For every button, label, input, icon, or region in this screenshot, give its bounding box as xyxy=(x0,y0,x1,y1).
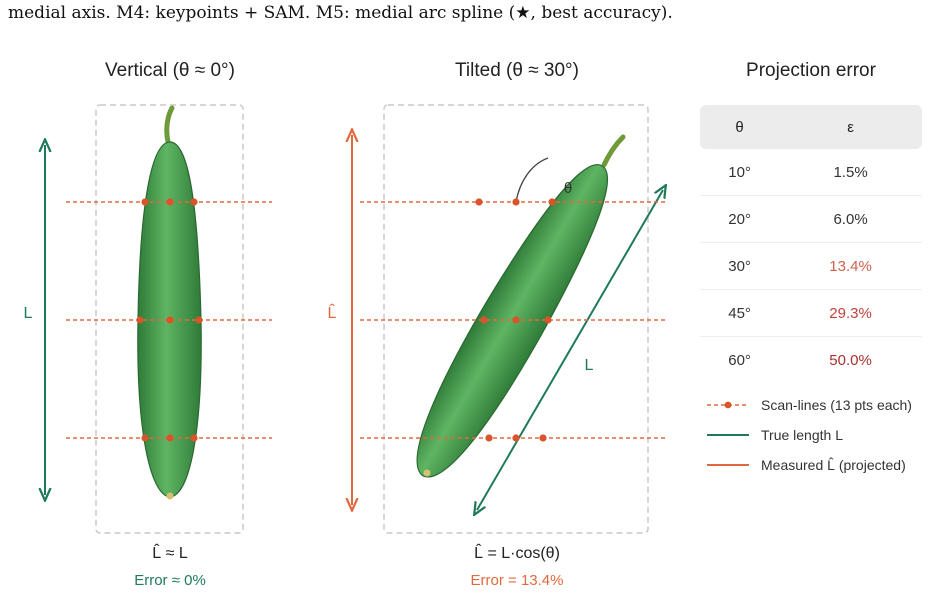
table-row: 45° 29.3% xyxy=(700,289,922,337)
right-error: Error = 13.4% xyxy=(470,572,564,589)
right-true-length-arrow xyxy=(477,190,663,510)
epsilon-cell: 13.4% xyxy=(779,242,922,290)
left-formula: L̂ ≈ L xyxy=(152,545,188,562)
legend-item-true-length: True length L xyxy=(705,420,912,450)
right-stem xyxy=(601,134,626,168)
table-row: 10° 1.5% xyxy=(700,149,922,196)
epsilon-cell: 6.0% xyxy=(779,195,922,243)
left-panel: L xyxy=(24,104,272,534)
theta-cell: 45° xyxy=(700,289,780,337)
epsilon-cell: 1.5% xyxy=(779,149,922,196)
theta-cell: 60° xyxy=(728,351,751,369)
legend-label: Measured L̂ (projected) xyxy=(761,457,906,473)
right-diag-label: L xyxy=(585,357,594,374)
figure-caption: medial axis. M4: keypoints + SAM. M5: me… xyxy=(8,3,673,23)
right-cucumber-tip xyxy=(423,469,431,477)
theta-cell: 10° xyxy=(700,149,780,196)
left-stem xyxy=(164,105,175,145)
left-length-label: L xyxy=(24,305,33,322)
left-scan-lines xyxy=(66,201,272,439)
projection-error-table: θ ε 10° 1.5% 20° 6.0% 30° 13.4% 45° 29.3… xyxy=(700,105,922,383)
true-length-swatch-icon xyxy=(707,434,749,436)
legend: Scan-lines (13 pts each) True length L M… xyxy=(705,390,912,480)
legend-label: True length L xyxy=(761,427,843,443)
right-cucumber xyxy=(416,164,608,478)
right-scan-points xyxy=(475,198,556,442)
left-frame xyxy=(95,104,244,534)
left-cucumber-tip xyxy=(166,492,174,500)
epsilon-cell: 50.0% xyxy=(829,351,872,369)
table-header-row: θ ε xyxy=(700,105,922,149)
table-title: Projection error xyxy=(746,60,876,81)
angle-label: θ xyxy=(564,180,572,197)
theta-cell: 20° xyxy=(700,195,780,243)
right-formula: L̂ = L·cos(θ) xyxy=(474,545,560,562)
left-error: Error ≈ 0% xyxy=(134,572,206,589)
right-panel: L̂ L θ xyxy=(328,104,668,534)
legend-item-scan-lines: Scan-lines (13 pts each) xyxy=(705,390,912,420)
measured-swatch-icon xyxy=(707,464,749,466)
angle-arc xyxy=(515,157,549,203)
left-scan-points xyxy=(136,198,203,442)
epsilon-cell: 29.3% xyxy=(779,289,922,337)
scan-line-swatch-icon xyxy=(707,401,749,409)
right-cucumber-group xyxy=(416,164,608,478)
table-row: 30° 13.4% xyxy=(700,242,922,290)
header-theta: θ xyxy=(700,105,780,149)
table-row: 20° 6.0% xyxy=(700,195,922,243)
left-panel-title: Vertical (θ ≈ 0°) xyxy=(105,60,235,81)
theta-cell: 30° xyxy=(700,242,780,290)
header-epsilon: ε xyxy=(779,105,922,149)
legend-item-measured: Measured L̂ (projected) xyxy=(705,450,912,480)
table-row: 60° 50.0% xyxy=(700,337,922,384)
legend-label: Scan-lines (13 pts each) xyxy=(761,397,912,413)
right-panel-title: Tilted (θ ≈ 30°) xyxy=(455,60,579,81)
right-length-label: L̂ xyxy=(328,302,337,322)
